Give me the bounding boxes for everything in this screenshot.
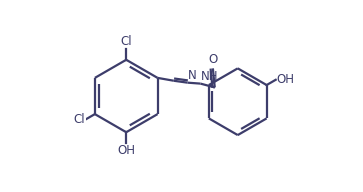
Text: NH: NH [201,70,219,83]
Text: Cl: Cl [73,113,85,126]
Text: OH: OH [117,144,135,157]
Text: N: N [188,69,197,82]
Text: OH: OH [277,73,295,86]
Text: Cl: Cl [121,35,132,48]
Text: O: O [208,53,217,66]
